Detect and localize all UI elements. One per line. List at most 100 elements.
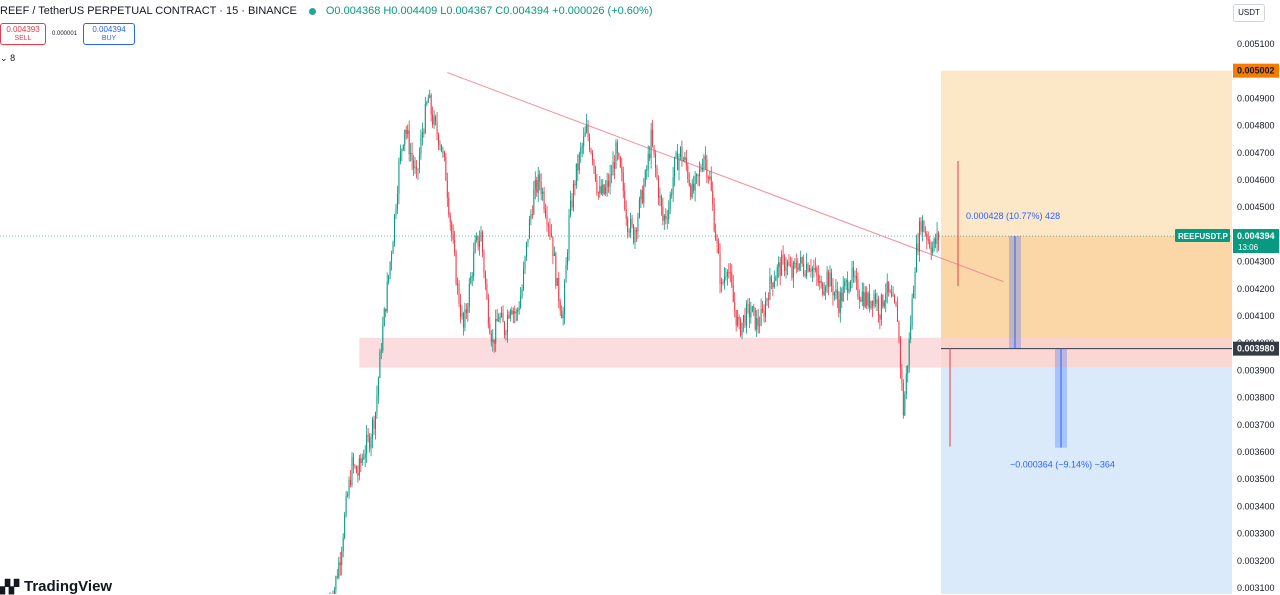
candle-body <box>783 255 784 256</box>
candle <box>903 379 904 419</box>
candle <box>494 339 495 352</box>
candle-body <box>893 296 894 297</box>
candle <box>476 232 477 242</box>
candle-body <box>412 153 413 161</box>
candle-body <box>733 286 734 303</box>
indicators-toggle[interactable]: ⌄ 8 <box>0 53 15 64</box>
candle <box>681 140 682 166</box>
currency-selector[interactable]: USDT <box>1233 4 1265 22</box>
candle-body <box>865 292 866 306</box>
candle-body <box>629 232 630 233</box>
candle-body <box>390 262 391 275</box>
candle <box>895 301 896 307</box>
candle <box>803 255 804 277</box>
candle-body <box>542 192 543 194</box>
candle <box>464 303 465 332</box>
sell-button[interactable]: 0.004393 SELL <box>0 23 46 45</box>
buy-button[interactable]: 0.004394 BUY <box>83 23 135 45</box>
y-tick-label: 0.003300 <box>1237 529 1275 539</box>
candle-body <box>586 125 587 133</box>
candle <box>787 260 788 276</box>
candle-body <box>636 230 637 232</box>
candle-body <box>711 177 712 191</box>
candle-body <box>491 334 492 342</box>
candle <box>445 153 446 181</box>
candle-body <box>727 272 728 276</box>
candle <box>460 294 461 323</box>
candle-body <box>664 216 665 221</box>
candle <box>426 101 427 106</box>
candle-body <box>544 192 545 210</box>
candle <box>906 366 907 399</box>
candle-body <box>838 299 839 312</box>
candle-body <box>393 242 394 254</box>
candle <box>749 298 750 328</box>
candle <box>497 309 498 322</box>
candle <box>702 159 703 172</box>
candle <box>783 245 784 264</box>
candle <box>359 455 360 481</box>
candle-body <box>450 215 451 223</box>
candle-body <box>633 225 634 242</box>
candle <box>451 220 452 241</box>
symbol-title[interactable]: REEF / TetherUS PERPETUAL CONTRACT · 15 … <box>0 5 297 17</box>
candle-body <box>472 276 473 277</box>
candle-body <box>854 276 855 277</box>
candle-body <box>794 263 795 264</box>
candle <box>670 192 671 215</box>
candle <box>544 187 545 214</box>
candle <box>526 242 527 261</box>
candle <box>813 260 814 278</box>
candle <box>721 278 722 293</box>
candle <box>569 209 570 261</box>
candle <box>417 168 418 180</box>
candle <box>756 310 757 337</box>
candle <box>656 165 657 180</box>
candle <box>901 364 902 391</box>
candle <box>687 163 688 183</box>
candle-body <box>857 279 858 297</box>
candle-body <box>483 252 484 272</box>
candle <box>547 205 548 231</box>
candle-body <box>593 160 594 166</box>
candle-body <box>388 275 389 281</box>
candle <box>539 170 540 190</box>
candle <box>874 290 875 309</box>
candle-body <box>620 157 621 166</box>
candle-body <box>473 253 474 277</box>
candle <box>517 307 518 321</box>
candle-body <box>866 292 867 305</box>
candle <box>692 179 693 199</box>
candle-body <box>693 184 694 191</box>
candle-body <box>492 339 493 341</box>
candle-body <box>645 171 646 185</box>
candle <box>800 251 801 271</box>
candle-body <box>649 154 650 158</box>
candle-body <box>554 254 555 256</box>
candle-body <box>360 458 361 463</box>
candle-body <box>548 225 549 226</box>
candle-body <box>494 339 495 343</box>
candle <box>652 120 653 148</box>
candle <box>557 278 558 286</box>
candle-body <box>771 277 772 283</box>
candle-body <box>898 322 899 338</box>
candle <box>909 332 910 372</box>
candle <box>765 292 766 322</box>
candle-body <box>796 263 797 268</box>
candle <box>771 275 772 289</box>
candle <box>525 256 526 275</box>
candle <box>535 171 536 199</box>
candle-body <box>517 310 518 312</box>
candle <box>796 254 797 274</box>
candle-body <box>762 309 763 311</box>
candle-body <box>617 142 618 153</box>
candle <box>819 275 820 290</box>
candle-body <box>349 480 350 495</box>
candle <box>797 258 798 272</box>
candle-body <box>497 319 498 321</box>
candle-body <box>605 187 606 194</box>
candle-body <box>903 383 904 415</box>
candle <box>467 303 468 322</box>
